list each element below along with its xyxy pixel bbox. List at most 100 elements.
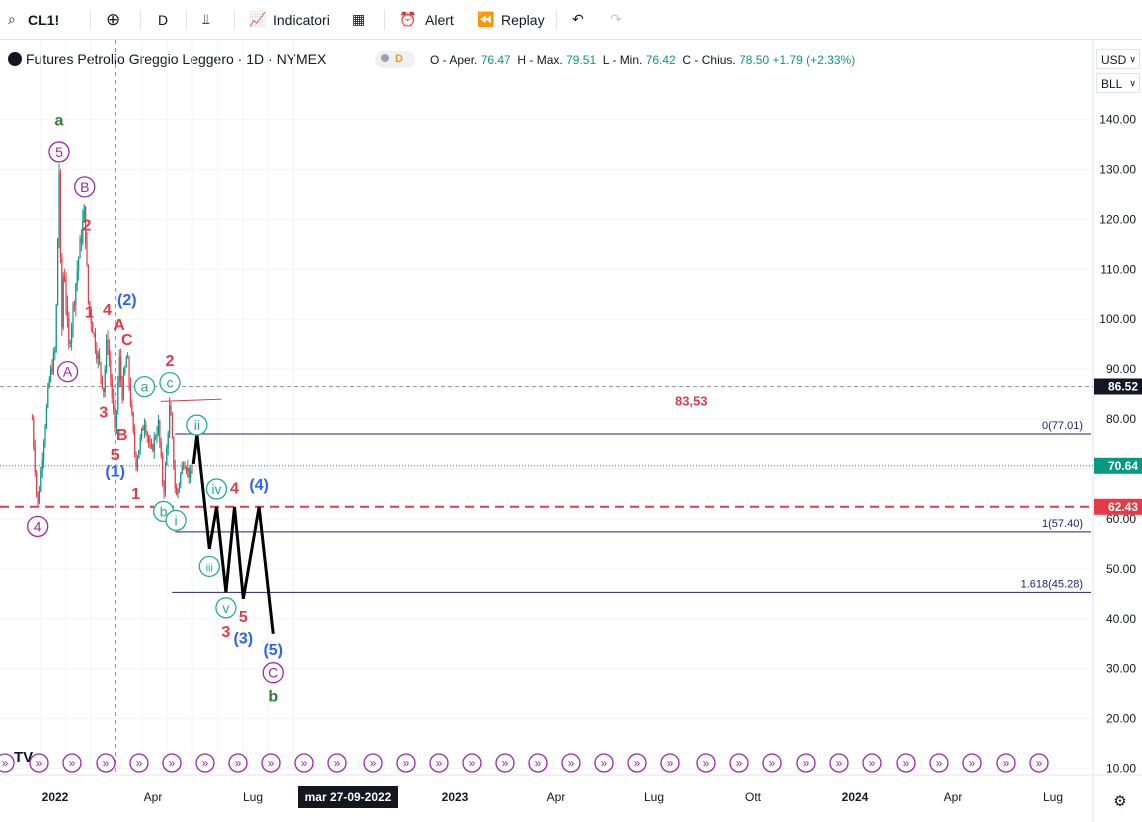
event-marker-icon[interactable] <box>495 753 515 773</box>
wave-label: (4) <box>249 477 269 494</box>
candle-body <box>86 241 88 265</box>
event-marker-icon[interactable] <box>660 753 680 773</box>
price-tick-label: 130.00 <box>1099 162 1136 176</box>
close-label: C - Chius. <box>682 53 736 67</box>
event-marker-glyph: » <box>936 756 943 770</box>
currency-select[interactable]: USD ∨ <box>1096 49 1140 69</box>
symbol-logo-icon <box>8 52 22 66</box>
candles-icon[interactable]: ⫫ <box>202 12 210 28</box>
candle-body <box>134 431 136 454</box>
timeframe-badge[interactable]: D <box>375 51 415 68</box>
candle-body <box>122 373 125 400</box>
event-marker-icon[interactable] <box>396 753 416 773</box>
timeframe-badge-label: D <box>395 53 403 65</box>
candle-body <box>190 471 192 478</box>
indicators-icon[interactable]: 📈 <box>249 12 267 28</box>
event-marker-glyph: » <box>301 756 308 770</box>
replay-button[interactable]: Replay <box>501 12 545 28</box>
event-marker-icon[interactable] <box>594 753 614 773</box>
rewind-icon[interactable]: ⏪ <box>477 12 495 28</box>
event-marker-icon[interactable] <box>228 753 248 773</box>
unit-select[interactable]: BLL ∨ <box>1096 73 1140 93</box>
candle-body <box>55 305 57 351</box>
price-axis-marker <box>1094 378 1142 395</box>
event-marker-icon[interactable] <box>162 753 182 773</box>
event-marker-icon[interactable] <box>0 753 15 773</box>
event-marker-icon[interactable] <box>627 753 647 773</box>
event-marker-icon[interactable] <box>528 753 548 773</box>
candle-body <box>96 349 98 359</box>
wave-label: 3 <box>221 624 230 641</box>
candle-body <box>48 379 50 388</box>
event-marker-icon[interactable] <box>462 753 482 773</box>
search-icon[interactable]: ⌕ <box>8 12 16 28</box>
candle-body <box>167 433 169 448</box>
symbol-label[interactable]: CL1! <box>28 12 60 28</box>
price-chart[interactable]: 83,530(77.01)1(57.40)1.618(45.28)a5B21A4… <box>0 40 1142 822</box>
event-marker-icon[interactable] <box>195 753 215 773</box>
event-marker-icon[interactable] <box>62 753 82 773</box>
redo-icon[interactable]: ↷ <box>610 12 622 28</box>
candle-body <box>40 470 42 492</box>
event-marker-glyph: » <box>370 756 377 770</box>
price-tick-label: 120.00 <box>1099 212 1136 226</box>
time-tick-label: 2023 <box>442 790 469 804</box>
event-marker-icon[interactable] <box>561 753 581 773</box>
alert-button[interactable]: Alert <box>425 12 454 28</box>
candle-body <box>33 419 35 447</box>
event-marker-icon[interactable] <box>129 753 149 773</box>
event-marker-glyph: » <box>136 756 143 770</box>
candle-body <box>124 367 126 374</box>
candle-body <box>87 264 90 302</box>
event-marker-icon[interactable] <box>1029 753 1049 773</box>
event-marker-icon[interactable] <box>429 753 449 773</box>
toolbar-divider <box>384 10 385 30</box>
event-marker-icon[interactable] <box>29 753 49 773</box>
event-marker-icon[interactable] <box>96 753 116 773</box>
event-marker-glyph: » <box>502 756 509 770</box>
candle-body <box>37 491 39 504</box>
candle-body <box>138 450 140 459</box>
indicators-button[interactable]: Indicatori <box>273 12 330 28</box>
event-marker-icon[interactable] <box>363 753 383 773</box>
wave-label: c <box>166 375 173 391</box>
undo-icon[interactable]: ↶ <box>572 12 584 28</box>
event-marker-icon[interactable] <box>327 753 347 773</box>
candle-body <box>79 238 81 258</box>
event-marker-icon[interactable] <box>261 753 281 773</box>
candle-body <box>90 310 92 323</box>
price-axis-marker-label: 62.43 <box>1108 500 1138 514</box>
candle-body <box>103 387 105 392</box>
event-marker-icon[interactable] <box>729 753 749 773</box>
tradingview-logo-icon: TV <box>14 749 33 766</box>
currency-value: USD <box>1101 53 1127 67</box>
event-marker-icon[interactable] <box>696 753 716 773</box>
wave-label: C <box>268 665 278 681</box>
event-marker-icon[interactable] <box>829 753 849 773</box>
price-axis-marker <box>1094 498 1142 515</box>
event-marker-icon[interactable] <box>896 753 916 773</box>
event-marker-glyph: » <box>403 756 410 770</box>
event-marker-icon[interactable] <box>996 753 1016 773</box>
layout-grid-icon[interactable]: ▦ <box>352 12 366 28</box>
wave-label: (3) <box>234 630 254 647</box>
candle-body <box>80 238 83 243</box>
candle-body <box>141 428 143 438</box>
status-dot-icon <box>381 54 389 62</box>
event-marker-icon[interactable] <box>762 753 782 773</box>
event-marker-icon[interactable] <box>796 753 816 773</box>
alarm-clock-icon[interactable]: ⏰ <box>399 12 417 28</box>
candle-body <box>107 339 109 349</box>
candle-body <box>148 436 150 443</box>
interval-button[interactable]: D <box>158 12 169 28</box>
candle-body <box>171 415 174 437</box>
candle-body <box>47 387 49 407</box>
event-marker-icon[interactable] <box>862 753 882 773</box>
candle-body <box>65 280 67 306</box>
add-symbol-icon[interactable]: ⊕ <box>106 10 121 30</box>
event-marker-icon[interactable] <box>929 753 949 773</box>
event-marker-icon[interactable] <box>294 753 314 773</box>
event-marker-icon[interactable] <box>962 753 982 773</box>
candle-body <box>89 301 91 311</box>
chevron-down-icon: ∨ <box>1129 55 1136 65</box>
